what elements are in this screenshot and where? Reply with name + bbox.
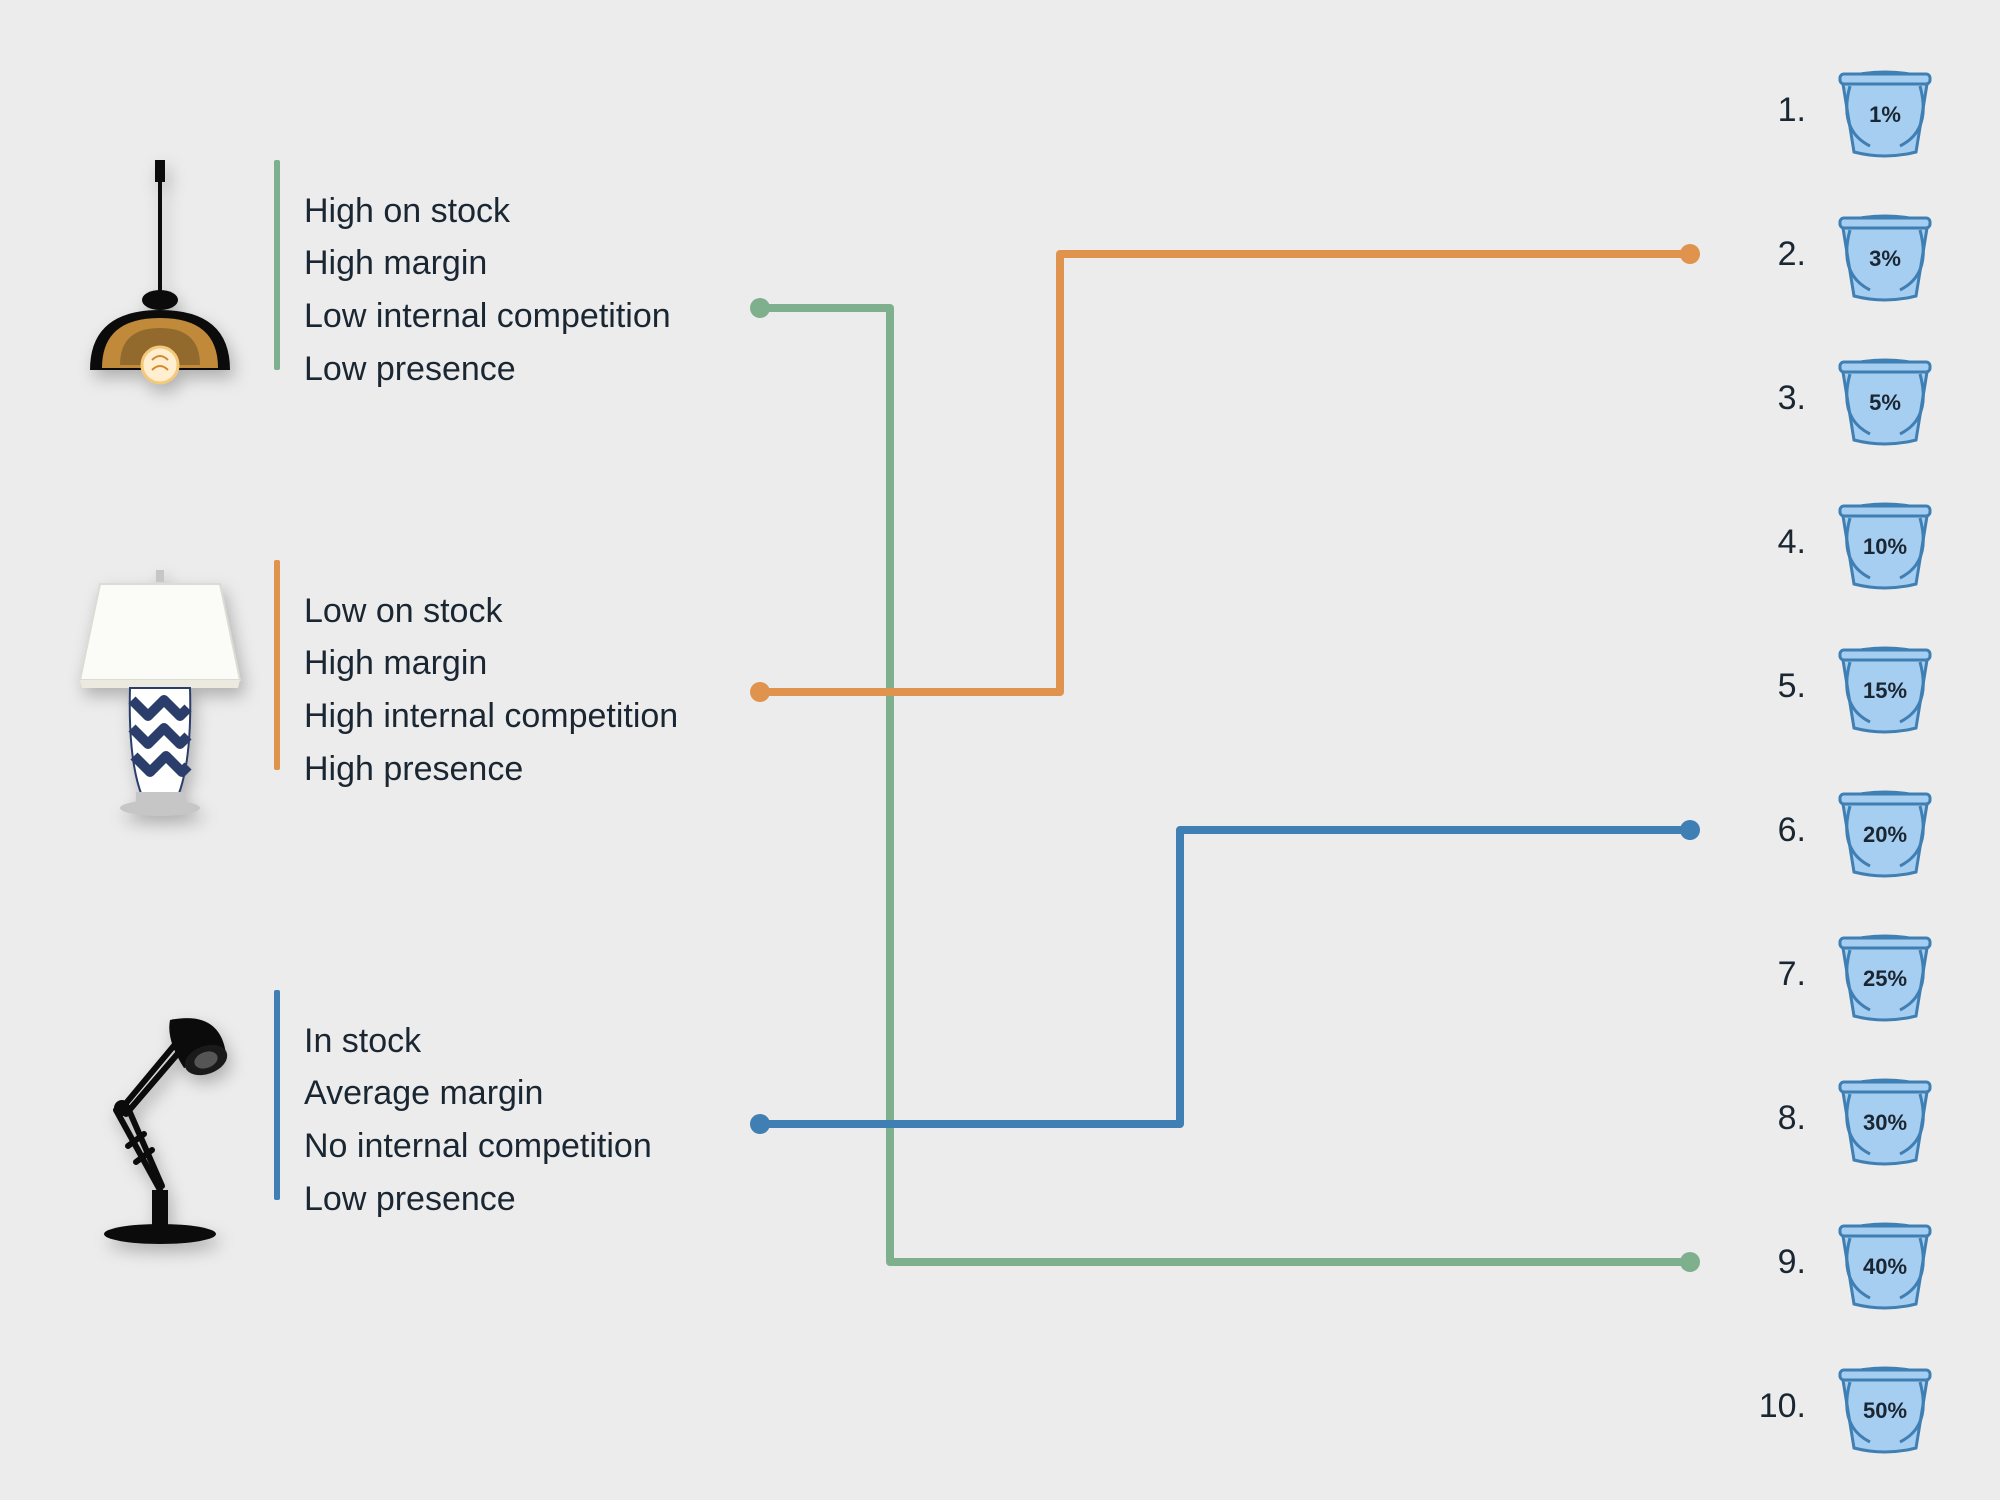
svg-text:5%: 5% [1869,390,1901,415]
connector-end-dot [1680,1252,1700,1272]
svg-text:50%: 50% [1863,1398,1907,1423]
product-color-bar [274,560,280,770]
bucket-number: 7. [1746,955,1806,994]
svg-text:25%: 25% [1863,966,1907,991]
bucket-row: 2. 3% [1746,204,1940,304]
bucket-number: 2. [1746,235,1806,274]
connector-end-dot [1680,244,1700,264]
diagram-canvas: High on stock High margin Low internal c… [0,0,2000,1500]
bucket-row: 3. 5% [1746,348,1940,448]
svg-text:40%: 40% [1863,1254,1907,1279]
bucket-number: 5. [1746,667,1806,706]
attr-text: High on stock [304,185,671,238]
product-color-bar [274,160,280,370]
product-attrs: High on stock High margin Low internal c… [304,185,671,396]
bucket-icon: 30% [1830,1068,1940,1168]
bucket-icon: 15% [1830,636,1940,736]
bucket-row: 8. 30% [1746,1068,1940,1168]
bucket-row: 7. 25% [1746,924,1940,1024]
bucket-icon: 5% [1830,348,1940,448]
table-lamp-icon [70,560,250,820]
pendant-lamp-icon [70,160,250,420]
attr-text: Low on stock [304,585,678,638]
attr-text: Low internal competition [304,290,671,343]
attr-text: High internal competition [304,690,678,743]
svg-text:3%: 3% [1869,246,1901,271]
connector-start-dot [750,298,770,318]
svg-text:30%: 30% [1863,1110,1907,1135]
bucket-number: 4. [1746,523,1806,562]
svg-text:10%: 10% [1863,534,1907,559]
connector-end-dot [1680,820,1700,840]
attr-text: High presence [304,743,678,796]
attr-text: Average margin [304,1067,652,1120]
bucket-row: 5. 15% [1746,636,1940,736]
bucket-row: 6. 20% [1746,780,1940,880]
connector-path [760,308,1690,1262]
bucket-row: 10. 50% [1746,1356,1940,1456]
bucket-icon: 20% [1830,780,1940,880]
bucket-icon: 50% [1830,1356,1940,1456]
bucket-number: 9. [1746,1243,1806,1282]
desk-lamp-icon [70,990,250,1250]
product-pendant: High on stock High margin Low internal c… [70,160,671,420]
bucket-number: 6. [1746,811,1806,850]
connector-path [760,254,1690,692]
product-desklamp: In stock Average margin No internal comp… [70,990,652,1250]
bucket-icon: 10% [1830,492,1940,592]
svg-text:20%: 20% [1863,822,1907,847]
bucket-number: 10. [1746,1387,1806,1426]
bucket-row: 4. 10% [1746,492,1940,592]
connector-start-dot [750,1114,770,1134]
product-attrs: In stock Average margin No internal comp… [304,1015,652,1226]
attr-text: Low presence [304,1173,652,1226]
bucket-icon: 25% [1830,924,1940,1024]
bucket-icon: 1% [1830,60,1940,160]
attr-text: No internal competition [304,1120,652,1173]
attr-text: High margin [304,637,678,690]
bucket-number: 3. [1746,379,1806,418]
bucket-row: 9. 40% [1746,1212,1940,1312]
attr-text: Low presence [304,343,671,396]
attr-text: In stock [304,1015,652,1068]
connector-path [760,830,1690,1124]
product-color-bar [274,990,280,1200]
svg-text:1%: 1% [1869,102,1901,127]
buckets-column: 1. 1% 2. 3% 3. 5% 4. 10% 5. 15% 6. 20% 7. 25% 8. 30% 9. 4… [1746,60,1940,1456]
bucket-icon: 3% [1830,204,1940,304]
attr-text: High margin [304,237,671,290]
product-tablelamp: Low on stock High margin High internal c… [70,560,678,820]
svg-text:15%: 15% [1863,678,1907,703]
bucket-number: 8. [1746,1099,1806,1138]
bucket-number: 1. [1746,91,1806,130]
bucket-row: 1. 1% [1746,60,1940,160]
product-attrs: Low on stock High margin High internal c… [304,585,678,796]
connector-start-dot [750,682,770,702]
bucket-icon: 40% [1830,1212,1940,1312]
